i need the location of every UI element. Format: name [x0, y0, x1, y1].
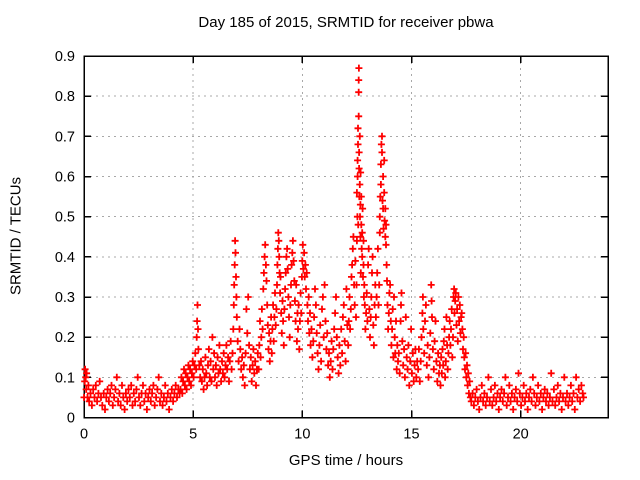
plot-border — [83, 55, 609, 419]
chart-title: Day 185 of 2015, SRMTID for receiver pbw… — [198, 14, 494, 31]
x-tick-label: 10 — [294, 427, 310, 443]
y-tick-label: 0.6 — [55, 170, 75, 186]
data-points — [80, 64, 587, 413]
y-tick-label: 0.4 — [55, 250, 75, 266]
x-tick-label: 0 — [80, 427, 88, 443]
y-tick-label: 0.9 — [55, 49, 75, 65]
x-tick-label: 5 — [189, 427, 197, 443]
y-tick-label: 0.1 — [55, 370, 75, 386]
x-tick-label: 15 — [403, 427, 419, 443]
y-axis-label: SRMTID / TECUs — [7, 176, 25, 296]
y-tick-label: 0.5 — [55, 210, 75, 226]
y-tick-label: 0.2 — [55, 330, 75, 346]
y-tick-label: 0 — [67, 411, 75, 427]
grid-lines — [84, 56, 608, 418]
x-axis-label: GPS time / hours — [288, 452, 404, 469]
y-tick-label: 0.3 — [55, 290, 75, 306]
y-tick-label: 0.8 — [55, 89, 75, 105]
y-tick-label: 0.7 — [55, 129, 75, 145]
x-tick-label: 20 — [513, 427, 529, 443]
